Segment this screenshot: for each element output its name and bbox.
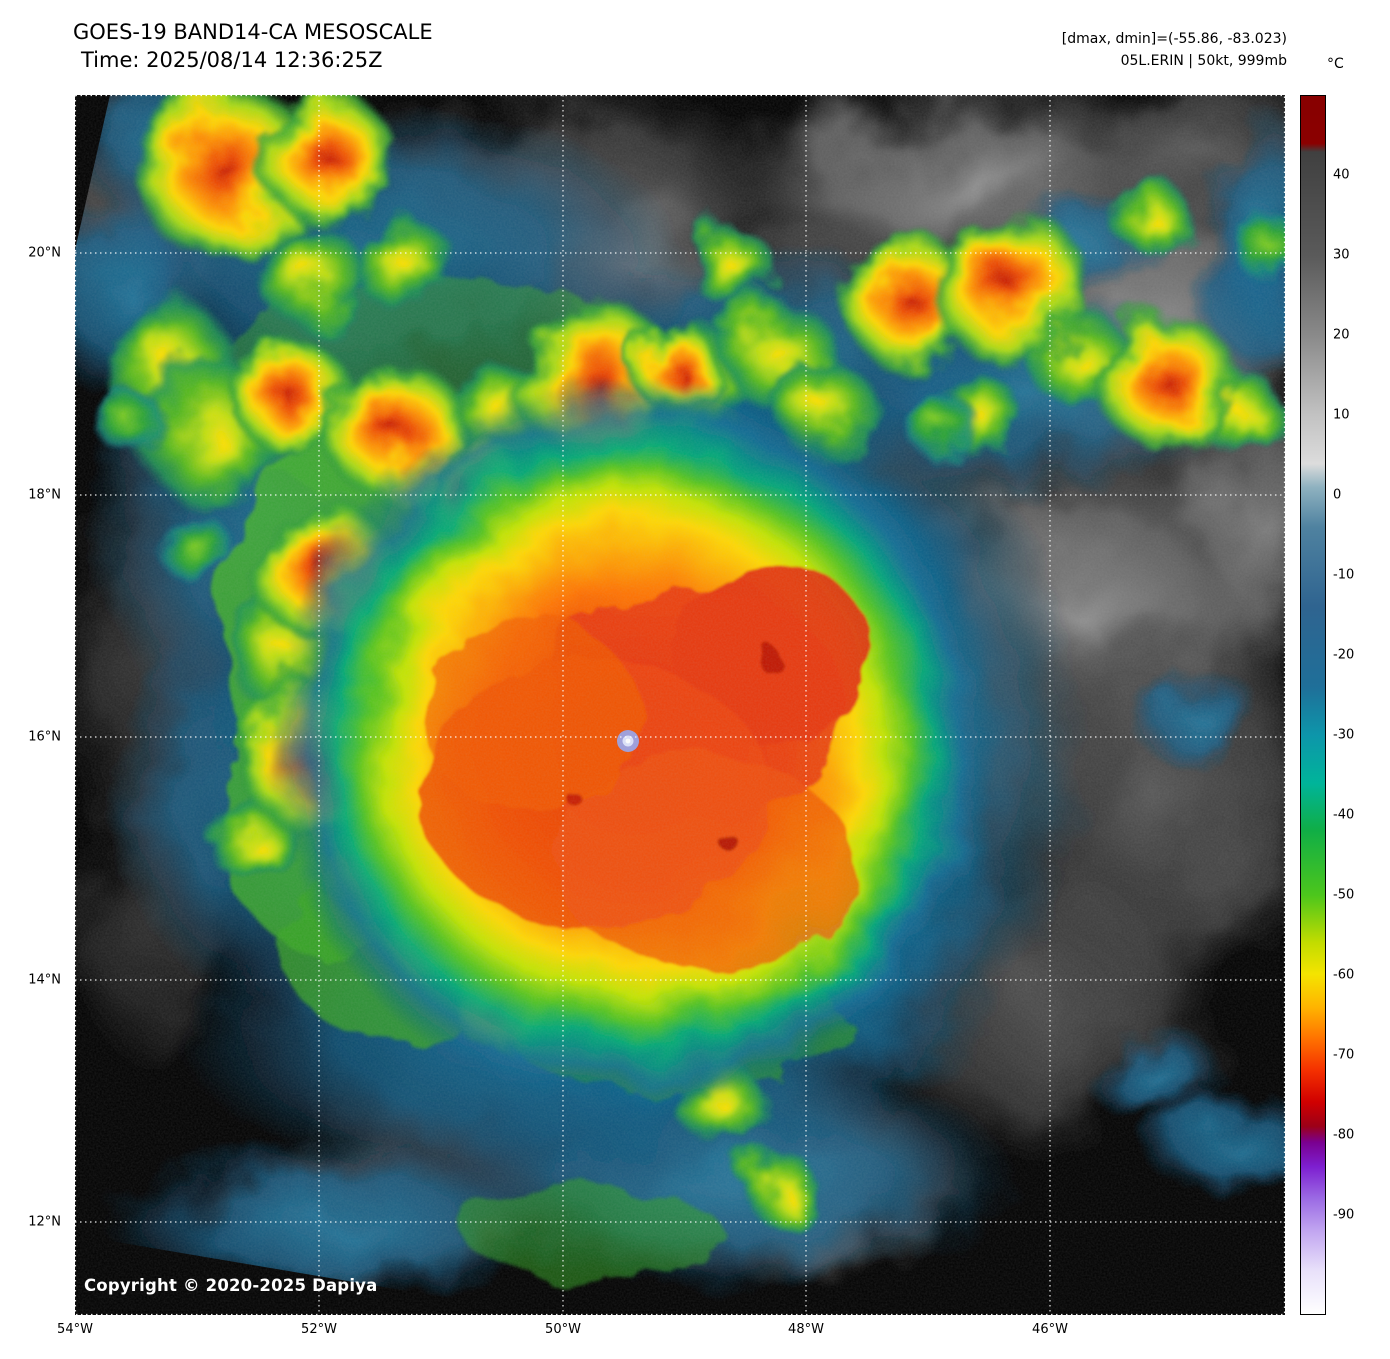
sensor-noise-overlay [75,95,1285,1315]
colorbar-ticks: 40 30 20 10 0 -10 -20 -30 -40 -50 -60 -70 -80 -90 [1333,95,1388,1315]
latitude-tick-label: 12°N [28,1214,61,1230]
latitude-tick-label: 18°N [28,487,61,503]
colorbar [1300,95,1326,1315]
header-info-block: [dmax, dmin]=(-55.86, -83.023) 05L.ERIN … [1062,28,1287,72]
colorbar-tick-label: -30 [1333,727,1355,743]
colorbar-tick-label: -70 [1333,1047,1355,1063]
colorbar-tick-label: -50 [1333,887,1355,903]
colorbar-tick-label: 20 [1333,327,1350,343]
colorbar-tick-label: -10 [1333,567,1355,583]
copyright-label: Copyright © 2020-2025 Dapiya [84,1276,378,1295]
longitude-tick-label: 54°W [57,1322,93,1337]
colorbar-unit-label: °C [1327,56,1344,72]
colorbar-tick-label: -90 [1333,1207,1355,1223]
latitude-axis: 20°N 18°N 16°N 14°N 12°N [0,95,67,1315]
longitude-axis: 54°W 52°W 50°W 48°W 46°W [57,1322,1285,1344]
satellite-imagery [75,95,1285,1315]
timestamp-label: Time: 2025/08/14 12:36:25Z [81,48,383,72]
header-title-block: GOES-19 BAND14-CA MESOSCALE Time: 2025/0… [73,18,433,74]
colorbar-tick-label: 40 [1333,167,1350,183]
page-title: GOES-19 BAND14-CA MESOSCALE [73,20,433,44]
latitude-tick-label: 14°N [28,972,61,988]
longitude-tick-label: 46°W [1032,1322,1068,1337]
colorbar-gradient [1301,96,1325,1314]
longitude-tick-label: 52°W [301,1322,337,1337]
map-plot-area: Copyright © 2020-2025 Dapiya [75,95,1285,1315]
colorbar-tick-label: 10 [1333,407,1350,423]
colorbar-tick-label: 0 [1333,487,1342,503]
colorbar-tick-label: 30 [1333,247,1350,263]
latitude-tick-label: 16°N [28,729,61,745]
longitude-tick-label: 48°W [788,1322,824,1337]
colorbar-tick-label: -80 [1333,1127,1355,1143]
colorbar-tick-label: -20 [1333,647,1355,663]
dmax-dmin-label: [dmax, dmin]=(-55.86, -83.023) [1061,31,1287,47]
colorbar-tick-label: -60 [1333,967,1355,983]
colorbar-tick-label: -40 [1333,807,1355,823]
gridlines [75,95,1285,1315]
latitude-tick-label: 20°N [28,245,61,261]
storm-info-label: 05L.ERIN | 50kt, 999mb [1120,53,1287,69]
longitude-tick-label: 50°W [545,1322,581,1337]
